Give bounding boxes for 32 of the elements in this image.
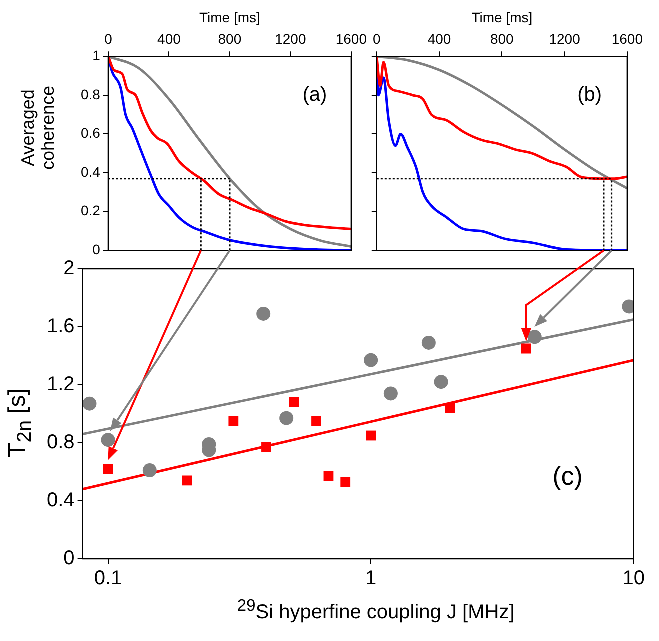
x-tick-label: 800 [490, 31, 514, 48]
y-axis-title: Averaged coherence [18, 84, 58, 172]
annotation: (b) [578, 84, 602, 106]
y-tick-label: 0.4 [46, 490, 75, 512]
x-tick-label: 10 [622, 568, 645, 590]
y-tick-label: 0 [92, 241, 101, 258]
x-axis-title: Time [ms] [199, 9, 260, 26]
y-tick-label: 1.6 [46, 316, 75, 338]
y-tick-label: 1 [92, 47, 101, 64]
x-axis-title: $^{29}$Si hyperfine coupling J [MHz] [236, 596, 516, 625]
y-tick-label: 2 [64, 258, 75, 280]
y-tick-label: 0.8 [80, 86, 101, 102]
y-tick-label: 1.2 [46, 374, 75, 396]
y-tick-label: 0.8 [46, 432, 75, 454]
x-tick-label: 0 [372, 31, 381, 48]
x-tick-label: 400 [428, 31, 452, 48]
x-tick-label: 1600 [336, 31, 368, 48]
y-tick-label: 0 [64, 548, 75, 570]
x-axis-title: Time [ms] [472, 9, 533, 26]
y-tick-label: 0.6 [80, 125, 101, 142]
y-tick-label: 0.4 [80, 164, 101, 180]
x-tick-label: 800 [218, 31, 242, 48]
x-tick-label: 0.1 [94, 568, 122, 590]
x-tick-label: 1 [366, 568, 377, 590]
x-tick-label: 0 [104, 31, 113, 48]
x-tick-label: 1200 [549, 31, 581, 48]
annotation: (c) [552, 460, 583, 491]
x-tick-label: 400 [158, 31, 182, 48]
x-tick-label: 1200 [275, 31, 306, 48]
y-tick-label: 0.2 [80, 202, 101, 219]
x-tick-label: 1600 [612, 31, 644, 48]
annotation: (a) [302, 84, 328, 106]
